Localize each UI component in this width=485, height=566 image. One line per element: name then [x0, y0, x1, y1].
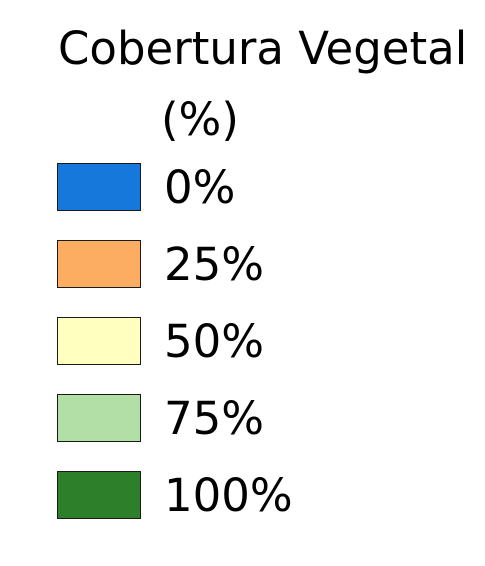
legend-swatch-25	[57, 240, 141, 288]
legend-title-unit: (%)	[161, 93, 239, 146]
legend-item-75: 75%	[57, 394, 357, 442]
legend-swatch-50	[57, 317, 141, 365]
legend-title: Cobertura Vegetal	[58, 22, 468, 75]
legend-item-0: 0%	[57, 163, 357, 211]
legend-label-75: 75%	[164, 392, 265, 445]
legend-item-50: 50%	[57, 317, 357, 365]
legend-label-0: 0%	[164, 161, 236, 214]
legend-swatch-100	[57, 471, 141, 519]
legend-item-25: 25%	[57, 240, 357, 288]
legend-label-100: 100%	[164, 469, 293, 522]
legend-swatch-75	[57, 394, 141, 442]
legend-label-50: 50%	[164, 315, 265, 368]
legend-label-25: 25%	[164, 238, 265, 291]
legend-item-100: 100%	[57, 471, 357, 519]
legend-items: 0% 25% 50% 75% 100%	[57, 163, 357, 548]
legend-swatch-0	[57, 163, 141, 211]
